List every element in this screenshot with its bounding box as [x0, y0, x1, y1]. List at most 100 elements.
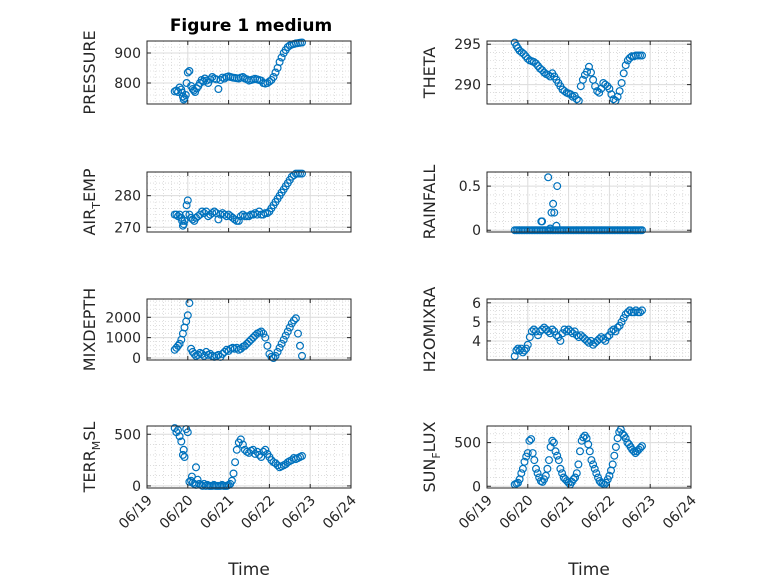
data-point: [522, 344, 531, 353]
data-point: [281, 331, 290, 340]
data-point: [214, 215, 223, 224]
data-point: [533, 61, 542, 70]
data-point: [192, 463, 201, 472]
data-point: [236, 212, 245, 221]
data-point: [554, 456, 563, 465]
data-point: [210, 207, 219, 216]
data-point: [247, 335, 256, 344]
data-point: [206, 75, 215, 84]
data-point: [629, 308, 638, 317]
figure-title: Figure 1 medium: [170, 16, 332, 36]
data-point: [249, 445, 258, 454]
data-point: [180, 453, 189, 462]
y-tick-label: 5: [472, 315, 481, 331]
data-point: [220, 347, 229, 356]
data-point: [623, 56, 632, 65]
data-point: [523, 449, 532, 458]
axes-box: [146, 425, 352, 489]
data-point: [525, 436, 534, 445]
data-point: [615, 87, 624, 96]
data-point: [179, 220, 188, 229]
data-point: [527, 327, 536, 336]
data-point: [265, 77, 274, 86]
data-point: [275, 343, 284, 352]
data-point: [298, 351, 307, 360]
x-tick-label: 06/22: [578, 493, 618, 533]
data-point: [558, 469, 567, 478]
data-point: [531, 464, 540, 473]
axes-box: [146, 171, 352, 233]
data-point: [236, 435, 245, 444]
data-point: [183, 196, 192, 205]
data-series: [170, 38, 307, 104]
data-point: [289, 316, 298, 325]
y-axis-label: TERRMSL: [80, 422, 103, 494]
data-point: [584, 338, 593, 347]
data-point: [543, 464, 552, 473]
x-tick-label: 06/21: [538, 493, 578, 533]
data-point: [572, 469, 581, 478]
data-point: [520, 457, 529, 466]
data-point: [271, 459, 280, 468]
data-point: [590, 464, 599, 473]
data-point: [208, 209, 217, 218]
x-tick-label: 06/22: [238, 493, 278, 533]
data-point: [238, 72, 247, 81]
data-point: [177, 437, 186, 446]
data-point: [619, 314, 628, 323]
y-axis-label: H2OMIXRA: [420, 287, 439, 373]
data-point: [214, 350, 223, 359]
data-point: [257, 327, 266, 336]
data-point: [599, 335, 608, 344]
data-point: [527, 435, 536, 444]
y-axis-label-subscript: F: [430, 452, 443, 458]
y-tick-label: 900: [114, 46, 141, 62]
data-point: [249, 333, 258, 342]
data-point: [617, 78, 626, 87]
data-point: [298, 38, 307, 47]
data-point: [556, 336, 565, 345]
y-axis-label-text: AIR: [80, 209, 99, 236]
data-point: [533, 331, 542, 340]
y-axis-label: MIXDEPTH: [80, 288, 99, 371]
data-point: [238, 440, 247, 449]
data-point: [283, 42, 292, 51]
data-series: [510, 38, 646, 105]
data-point: [261, 333, 270, 342]
data-point: [529, 57, 538, 66]
data-point: [521, 52, 530, 61]
data-point: [574, 460, 583, 469]
x-tick-label: 06/23: [279, 493, 319, 533]
data-point: [175, 432, 184, 441]
x-tick-label: 06/19: [456, 493, 496, 533]
subplot-6: 4 5 6 H2OMIXRA: [420, 287, 692, 373]
y-axis-label: THETA: [420, 47, 439, 99]
y-tick-label: 0.5: [459, 179, 481, 195]
data-series: [170, 299, 307, 363]
data-point: [240, 341, 249, 350]
data-point: [607, 327, 616, 336]
data-point: [229, 469, 238, 478]
data-point: [245, 212, 254, 221]
y-axis-label-text: PRESSURE: [80, 30, 99, 114]
data-point: [275, 57, 284, 66]
data-point: [611, 327, 620, 336]
data-point: [291, 314, 300, 323]
y-axis-label: PRESSURE: [80, 30, 99, 114]
data-point: [285, 323, 294, 332]
data-point: [566, 90, 575, 99]
data-series: [170, 169, 307, 230]
data-point: [544, 173, 553, 182]
data-point: [550, 208, 559, 217]
data-point: [611, 443, 620, 452]
data-point: [198, 207, 207, 216]
data-point: [251, 449, 260, 458]
data-point: [552, 221, 561, 230]
data-point: [556, 464, 565, 473]
data-point: [214, 84, 223, 93]
data-point: [261, 445, 270, 454]
data-point: [273, 347, 282, 356]
data-point: [568, 329, 577, 338]
y-tick-label: 500: [114, 427, 141, 443]
